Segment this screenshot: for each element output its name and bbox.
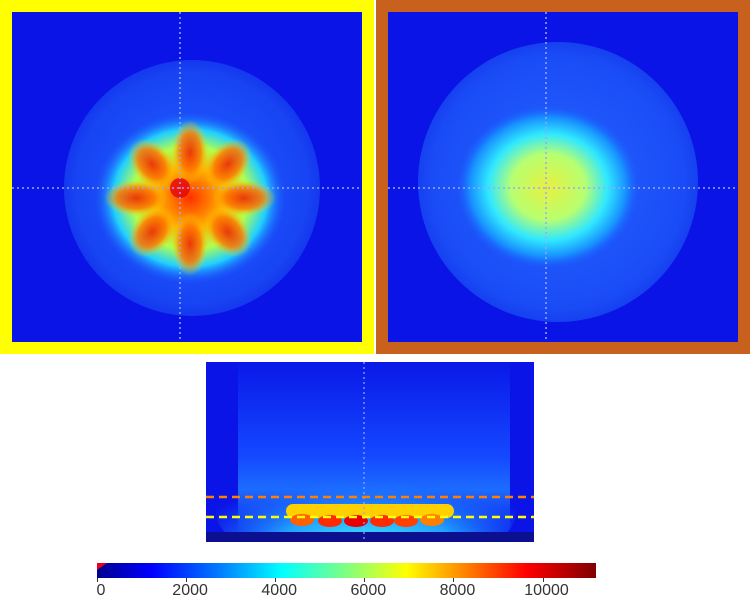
petal-pattern xyxy=(104,120,276,276)
cross-section-panel-yellow[interactable] xyxy=(0,0,374,354)
petal xyxy=(172,212,208,276)
cross-section-image-right xyxy=(388,12,738,342)
colorbar-tick-label: 4000 xyxy=(261,582,297,599)
petal xyxy=(128,206,176,258)
petal xyxy=(204,138,252,190)
colorbar-tick-label: 2000 xyxy=(172,582,208,599)
floor-band xyxy=(206,532,534,542)
colorbar-low-marker xyxy=(97,563,107,570)
colorbar-tick-mark xyxy=(186,578,188,582)
colorbar-gradient xyxy=(97,563,596,578)
hot-spot xyxy=(420,514,444,526)
colorbar-tick-mark xyxy=(453,578,455,582)
colorbar-tick-label: 8000 xyxy=(439,582,476,599)
petal xyxy=(104,180,168,216)
colorbar-tick-mark xyxy=(275,578,277,582)
side-view-image xyxy=(206,362,534,542)
petal xyxy=(172,120,208,184)
colorbar-tick-mark xyxy=(542,578,544,582)
colorbar-tick-mark xyxy=(97,578,98,582)
hot-spot xyxy=(394,515,418,527)
petal xyxy=(128,138,176,190)
cross-section-image-left xyxy=(12,12,362,342)
colorbar xyxy=(97,563,596,578)
colorbar-tick-mark xyxy=(364,578,366,582)
side-view-panel[interactable] xyxy=(206,362,534,542)
petal xyxy=(212,180,276,216)
colorbar-tick-label: 6000 xyxy=(350,582,387,599)
hot-spot xyxy=(290,514,314,526)
colorbar-tick-label: 0 xyxy=(96,582,106,599)
cross-section-panel-orange[interactable] xyxy=(376,0,750,354)
petal xyxy=(204,206,252,258)
colorbar-tick-label: 10000 xyxy=(524,582,569,599)
intensity-blob xyxy=(456,105,640,269)
hot-layer xyxy=(286,504,454,518)
